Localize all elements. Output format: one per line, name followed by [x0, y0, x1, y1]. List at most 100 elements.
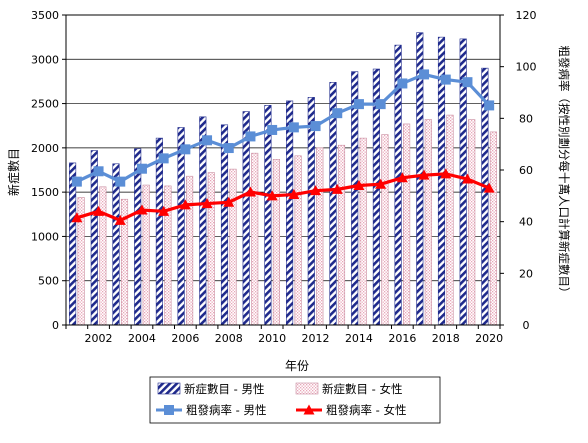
point-male — [288, 122, 299, 133]
bar-female — [272, 159, 280, 326]
y-left-tick-label: 3500 — [31, 9, 59, 22]
y-right-tick-label: 0 — [523, 319, 530, 332]
bar-male — [177, 127, 185, 326]
legend-box — [149, 376, 441, 424]
point-female — [179, 199, 191, 210]
point-female — [440, 168, 452, 179]
y-left-tick-label: 2500 — [31, 98, 59, 111]
x-tick-label: 2014 — [345, 332, 373, 345]
point-male — [310, 121, 321, 132]
gridlines — [66, 58, 500, 282]
point-female — [93, 205, 105, 216]
y-left-tick-label: 500 — [38, 275, 59, 288]
point-male — [180, 144, 191, 155]
point-male — [397, 78, 408, 89]
bar-female — [294, 155, 302, 326]
bars-female — [77, 114, 497, 326]
y-right-tick-label: 20 — [519, 267, 533, 280]
point-female — [71, 212, 83, 223]
legend-marker-female-line — [303, 404, 315, 415]
bar-male — [242, 111, 250, 326]
x-tick-label: 2012 — [302, 332, 330, 345]
y-left-tick-label: 1000 — [31, 230, 59, 243]
point-female — [396, 172, 408, 183]
x-tick-label: 2004 — [128, 332, 156, 345]
bar-male — [351, 71, 359, 326]
bar-female — [207, 172, 215, 326]
bar-female — [99, 186, 107, 326]
point-female — [244, 186, 256, 197]
bar-female — [489, 131, 497, 326]
point-female — [375, 178, 387, 189]
y-right-tick-label: 80 — [519, 112, 533, 125]
x-tick-label: 2002 — [85, 332, 113, 345]
point-female — [114, 214, 126, 225]
y-left-ticks: 0 500 1000 1500 2000 2500 3000 3500 — [31, 9, 66, 332]
bar-female — [164, 185, 172, 326]
y-left-tick-label: 3000 — [31, 53, 59, 66]
point-female — [158, 205, 170, 216]
line-male — [71, 69, 495, 187]
y-left-tick-label: 1500 — [31, 186, 59, 199]
y-left-tick-label: 2000 — [31, 142, 59, 155]
point-female — [461, 173, 473, 184]
bar-female — [359, 137, 367, 326]
bar-male — [69, 162, 77, 326]
bar-female — [424, 119, 432, 326]
line-female-path — [76, 172, 490, 222]
point-male — [462, 77, 473, 88]
bar-female — [446, 114, 454, 326]
bar-female — [316, 147, 324, 326]
bar-male — [90, 150, 98, 326]
bar-male — [112, 163, 120, 326]
x-tick-label: 2016 — [388, 332, 416, 345]
x-ticks: 2002 2004 2006 2008 2010 2012 2014 2016 2018 2020 — [65, 325, 503, 345]
point-female — [310, 185, 322, 196]
x-tick-label: 2018 — [432, 332, 460, 345]
x-tick-label: 2020 — [475, 332, 503, 345]
bar-male — [220, 124, 229, 326]
point-male — [223, 143, 234, 154]
bar-female — [337, 144, 346, 326]
legend-swatch-male-bar — [157, 382, 181, 395]
bar-female — [403, 123, 411, 326]
point-female — [288, 189, 300, 200]
bar-male — [286, 100, 294, 326]
bar-male — [307, 97, 315, 326]
x-axis-title: 年份 — [285, 359, 309, 373]
legend-label-female-line: 粗發病率 - 女性 — [326, 403, 406, 417]
x-tick-label: 2006 — [171, 332, 199, 345]
legend-label-male-bar: 新症數目 - 男性 — [184, 382, 264, 396]
point-male — [158, 153, 169, 164]
point-male — [419, 69, 430, 80]
point-male — [484, 100, 495, 111]
bar-female — [381, 134, 389, 326]
point-female — [353, 180, 365, 190]
legend-label-male-line: 粗發病率 - 男性 — [186, 403, 266, 417]
point-male — [267, 124, 278, 135]
point-female — [201, 198, 213, 209]
point-female — [266, 190, 278, 201]
y-right-ticks: 0 20 40 60 80 100 120 — [500, 9, 537, 332]
bar-male — [264, 105, 272, 326]
plot-border — [65, 14, 501, 326]
y-right-tick-label: 60 — [519, 164, 533, 177]
bar-female — [186, 175, 194, 326]
point-female — [136, 204, 148, 215]
point-male — [136, 163, 147, 174]
point-female — [331, 183, 343, 194]
bar-female — [251, 152, 259, 326]
y-left-tick-label: 0 — [52, 319, 59, 332]
point-male — [71, 176, 82, 187]
y-axis-title: 新症數目 — [6, 148, 21, 196]
bar-male — [199, 116, 207, 326]
legend-marker-male-line — [164, 405, 174, 415]
point-male — [440, 74, 451, 85]
x-tick-label: 2008 — [215, 332, 243, 345]
legend-label-female-bar: 新症數目 - 女性 — [322, 382, 402, 396]
legend-swatch-female-bar — [295, 382, 319, 395]
bar-male — [134, 148, 142, 326]
y-right-tick-label: 40 — [519, 216, 533, 229]
bar-male — [155, 137, 163, 326]
